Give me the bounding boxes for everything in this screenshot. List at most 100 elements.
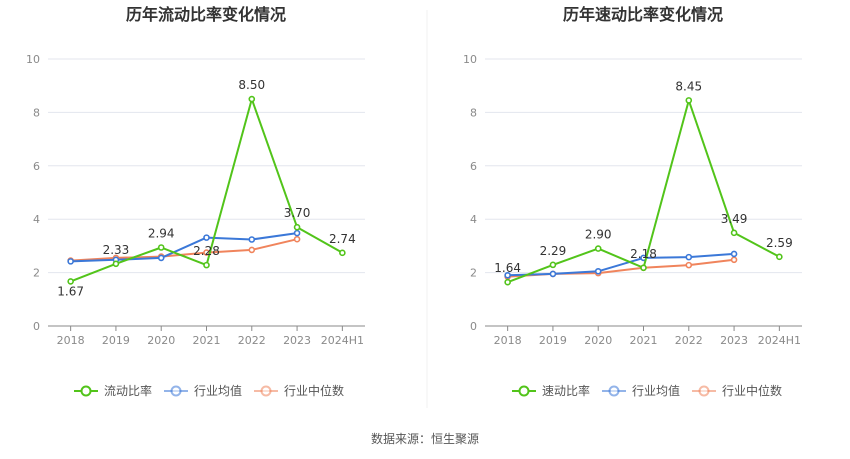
chart-title: 历年流动比率变化情况 (126, 5, 286, 24)
y-tick-label: 2 (33, 267, 40, 280)
legend-item[interactable]: 行业均值 (602, 383, 680, 398)
data-point[interactable] (685, 253, 693, 261)
data-point[interactable] (339, 249, 346, 257)
axes: 0 2 4 6 8 10 2018 2019 2020 2021 2022 2023 2024H1 (26, 53, 365, 347)
legend-label: 行业中位数 (722, 383, 782, 398)
data-point[interactable] (776, 253, 783, 261)
current-ratio-chart: 历年流动比率变化情况 0 2 4 6 8 10 2018 2019 2020 2021 2022 20… (26, 5, 365, 398)
data-label: 2.28 (193, 244, 220, 258)
data-point[interactable] (685, 261, 693, 269)
grid-lines (48, 58, 365, 274)
data-point[interactable] (504, 271, 511, 279)
data-point[interactable] (504, 278, 511, 286)
data-point[interactable] (248, 95, 256, 103)
y-tick-label: 4 (470, 213, 477, 226)
data-point[interactable] (112, 260, 120, 268)
data-point[interactable] (730, 229, 738, 237)
legend[interactable]: 流动比率 行业均值 行业中位数 (74, 383, 344, 398)
legend-item[interactable]: 流动比率 (74, 383, 152, 398)
data-label: 2.59 (766, 236, 793, 250)
data-point[interactable] (594, 267, 602, 275)
x-tick-label: 2020 (147, 334, 175, 347)
data-label: 8.50 (238, 78, 265, 92)
x-tick-label: 2019 (539, 334, 567, 347)
data-label: 2.90 (585, 228, 612, 242)
data-label: 1.64 (494, 261, 521, 275)
data-point[interactable] (549, 261, 557, 269)
data-point[interactable] (67, 258, 74, 265)
legend-item[interactable]: 行业中位数 (692, 383, 782, 398)
y-tick-label: 6 (470, 160, 477, 173)
data-label: 1.67 (57, 284, 84, 298)
legend-marker-icon (518, 385, 530, 397)
legend-marker-icon (608, 385, 620, 397)
y-tick-label: 4 (33, 213, 40, 226)
source-note: 数据来源：恒生聚源 (371, 431, 479, 446)
data-point[interactable] (594, 245, 602, 252)
series-line (70, 238, 298, 262)
x-tick-label: 2021 (193, 334, 221, 347)
legend-item[interactable]: 行业均值 (164, 383, 242, 398)
series-line (507, 252, 735, 277)
legend-marker-icon (260, 385, 272, 397)
legend-marker-icon (170, 385, 182, 397)
legend-item[interactable]: 行业中位数 (254, 383, 344, 398)
axes: 0 2 4 6 8 10 2018 2019 2020 2021 2022 2023 2024H1 (463, 53, 802, 347)
data-point[interactable] (157, 244, 165, 251)
legend-label: 流动比率 (104, 383, 152, 398)
y-tick-label: 10 (26, 53, 40, 66)
data-label: 8.45 (675, 79, 702, 93)
data-label: 3.49 (721, 212, 748, 226)
data-label: 3.70 (284, 206, 311, 220)
x-tick-label: 2022 (675, 334, 703, 347)
y-tick-label: 8 (33, 106, 40, 119)
legend-marker-icon (80, 385, 92, 397)
series-layer (504, 97, 783, 286)
data-point[interactable] (67, 278, 74, 285)
quick-ratio-chart: 历年速动比率变化情况 0 2 4 6 8 10 2018 2019 2020 2021 2022 20… (463, 5, 802, 398)
legend-marker-icon (698, 385, 710, 397)
data-point[interactable] (157, 254, 165, 262)
data-point[interactable] (203, 234, 210, 241)
data-label: 2.94 (148, 227, 175, 241)
y-tick-label: 0 (470, 320, 477, 333)
x-tick-label: 2022 (238, 334, 266, 347)
data-point[interactable] (293, 223, 301, 231)
data-point[interactable] (549, 270, 557, 278)
data-label: 2.74 (329, 232, 356, 246)
data-labels: 1.64 2.29 2.90 2.18 8.45 3.49 2.59 (494, 79, 792, 275)
grid-lines (485, 58, 802, 274)
x-tick-label: 2019 (102, 334, 130, 347)
data-label: 2.29 (540, 244, 567, 258)
data-label: 2.18 (630, 247, 657, 261)
y-tick-label: 8 (470, 106, 477, 119)
data-point[interactable] (730, 256, 738, 264)
legend-label: 行业均值 (194, 383, 242, 398)
data-point[interactable] (293, 229, 301, 237)
x-tick-label: 2018 (57, 334, 85, 347)
data-point[interactable] (730, 250, 738, 258)
legend-label: 行业均值 (632, 383, 680, 398)
x-tick-label: 2024H1 (758, 334, 801, 347)
x-tick-label: 2023 (283, 334, 311, 347)
data-point[interactable] (293, 235, 301, 243)
legend-label: 行业中位数 (284, 383, 344, 398)
legend[interactable]: 速动比率 行业均值 行业中位数 (512, 383, 782, 398)
data-point[interactable] (685, 97, 693, 104)
data-point[interactable] (640, 264, 647, 272)
y-tick-label: 2 (470, 267, 477, 280)
x-tick-label: 2021 (630, 334, 658, 347)
series-layer (67, 95, 346, 285)
data-point[interactable] (248, 236, 256, 243)
legend-item[interactable]: 速动比率 (512, 383, 590, 398)
chart-title: 历年速动比率变化情况 (563, 5, 723, 24)
legend-label: 速动比率 (542, 383, 590, 398)
y-tick-label: 6 (33, 160, 40, 173)
y-tick-label: 10 (463, 53, 477, 66)
data-labels: 1.67 2.33 2.94 2.28 8.50 3.70 2.74 (57, 78, 355, 298)
x-tick-label: 2023 (720, 334, 748, 347)
data-point[interactable] (203, 261, 210, 269)
x-tick-label: 2018 (494, 334, 522, 347)
data-point[interactable] (248, 246, 256, 254)
